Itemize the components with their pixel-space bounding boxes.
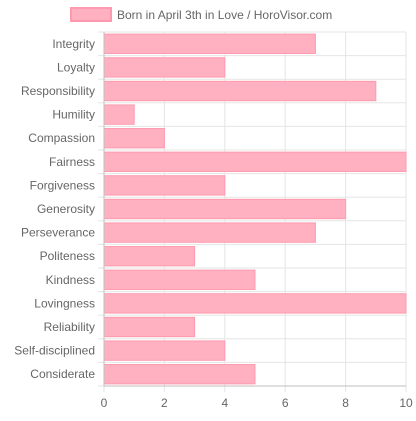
x-axis-labels: 0 2 4 6 8 10 <box>101 396 413 410</box>
y-tick-label: Lovingness <box>34 296 95 310</box>
bar-lovingness[interactable] <box>103 293 407 314</box>
y-tick-label: Responsibility <box>21 84 95 98</box>
bar-loyalty[interactable] <box>103 57 226 78</box>
x-tick-label: 8 <box>342 396 349 410</box>
legend[interactable]: Born in April 3th in Love / HoroVisor.co… <box>70 7 332 22</box>
y-tick-label: Generosity <box>37 202 95 216</box>
y-tick-label: Humility <box>52 108 95 122</box>
bar-compassion[interactable] <box>103 128 165 149</box>
bar-humility[interactable] <box>103 104 135 125</box>
bar-politeness[interactable] <box>103 246 196 267</box>
bar-perseverance[interactable] <box>103 222 316 243</box>
bar-integrity[interactable] <box>103 33 316 54</box>
x-tick-label: 2 <box>161 396 168 410</box>
bar-kindness[interactable] <box>103 269 256 290</box>
y-tick-label: Compassion <box>28 131 95 145</box>
x-tick-label: 4 <box>221 396 228 410</box>
y-tick-label: Loyalty <box>57 60 95 74</box>
bar-forgiveness[interactable] <box>103 175 226 196</box>
y-tick-label: Fairness <box>49 155 95 169</box>
bar-self-disciplined[interactable] <box>103 340 226 361</box>
axes <box>103 32 406 387</box>
bar-responsibility[interactable] <box>103 80 377 102</box>
y-tick-label: Forgiveness <box>30 178 95 192</box>
x-tick-label: 6 <box>282 396 289 410</box>
y-tick-label: Reliability <box>44 320 95 334</box>
y-tick-label: Perseverance <box>21 226 95 240</box>
bar-fairness[interactable] <box>103 151 407 172</box>
bars <box>103 33 407 385</box>
y-tick-label: Politeness <box>40 249 95 263</box>
bar-generosity[interactable] <box>103 198 347 220</box>
x-tick-label: 0 <box>101 396 108 410</box>
y-tick-label: Self-disciplined <box>14 344 95 358</box>
y-tick-label: Kindness <box>46 273 95 287</box>
legend-label[interactable]: Born in April 3th in Love / HoroVisor.co… <box>117 8 332 22</box>
bar-reliability[interactable] <box>103 316 196 338</box>
x-tick-label: 10 <box>399 396 413 410</box>
legend-swatch[interactable] <box>70 7 112 22</box>
y-tick-label: Considerate <box>30 367 95 381</box>
bar-considerate[interactable] <box>103 364 256 385</box>
y-axis-labels: Integrity Loyalty Responsibility Humility Co… <box>14 37 95 381</box>
y-tick-label: Integrity <box>52 37 95 51</box>
